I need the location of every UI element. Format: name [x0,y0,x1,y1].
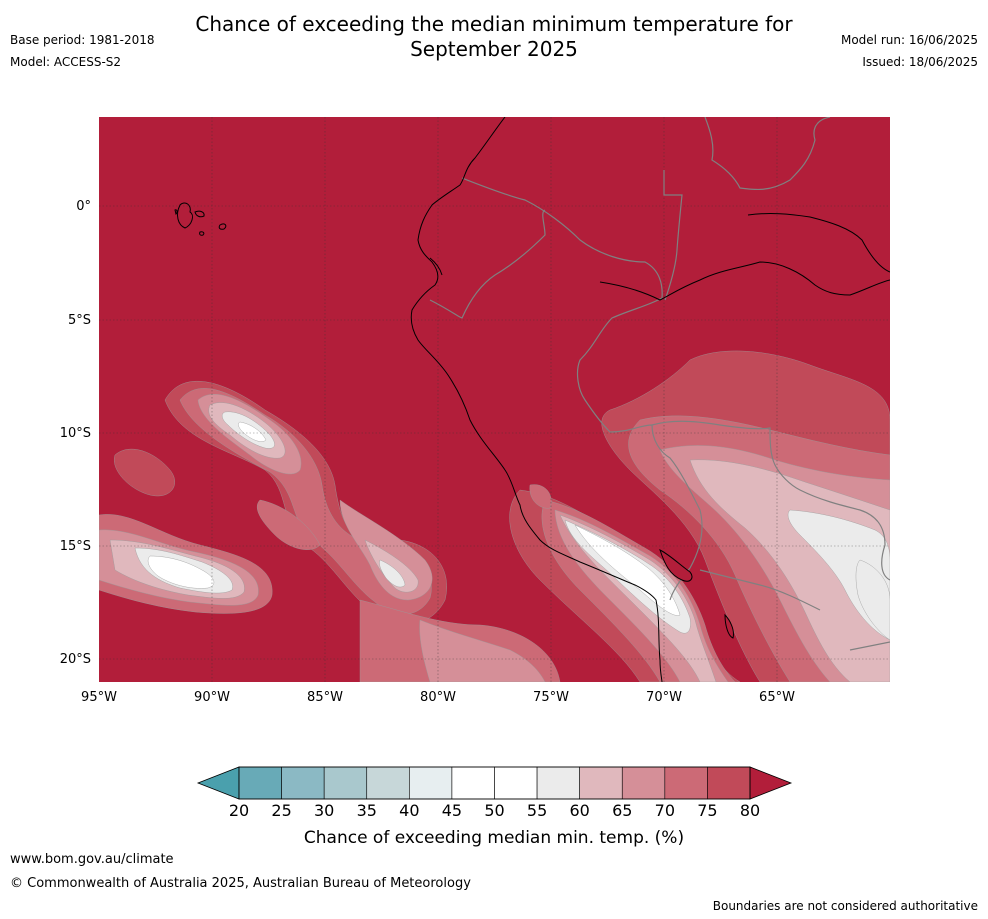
colorbar-tick-label: 50 [484,801,504,820]
anomaly-region-east-inland [601,350,890,682]
meta-right: Model run: 16/06/2025 Issued: 18/06/2025 [841,29,978,73]
lon-label-85w: 85°W [307,690,343,705]
lon-label-65w: 65°W [759,690,795,705]
colorbar-under-arrow [196,766,240,800]
anomaly-region-west-ridge [164,381,447,625]
colorbar-cell [664,766,708,800]
lat-label-0: 0° [76,199,91,214]
colorbar-cell [621,766,666,800]
lon-label-70w: 70°W [646,690,682,705]
colorbar: 20 25 30 35 40 45 50 55 60 65 70 75 80 Chance of exc… [196,766,793,848]
base-period-text: Base period: 1981-2018 [10,33,155,47]
lat-label-15s: 15°S [60,539,91,554]
colorbar-tick-label: 60 [569,801,589,820]
lon-label-80w: 80°W [420,690,456,705]
colorbar-tick-labels: 20 25 30 35 40 45 50 55 60 65 70 75 80 [229,801,760,820]
latitude-labels: 0° 5°S 10°S 15°S 20°S [60,199,91,667]
meta-left: Base period: 1981-2018 Model: ACCESS-S2 [10,29,155,73]
lon-label-75w: 75°W [533,690,569,705]
copyright-text: © Commonwealth of Australia 2025, Austra… [10,876,471,891]
galapagos-islands [174,202,227,236]
colorbar-tick-label: 25 [271,801,291,820]
colorbar-tick-label: 45 [442,801,462,820]
colorbar-cell [451,766,495,800]
colorbar-tick-label: 30 [314,801,334,820]
colorbar-cell [536,766,580,800]
colorbar-tick-label: 65 [612,801,632,820]
colorbar-cell [409,766,453,800]
colorbar-cell [494,766,538,800]
colorbar-over-arrow [749,766,793,800]
colorbar-cell [579,766,623,800]
colorbar-label: Chance of exceeding median min. temp. (%… [304,828,684,848]
colorbar-outline [238,766,751,800]
disclaimer-text: Boundaries are not considered authoritat… [712,899,978,913]
anomaly-region-far-west [99,448,321,614]
colorbar-cell [323,766,368,800]
colorbar-tick-label: 75 [697,801,717,820]
colorbar-tick-label: 55 [527,801,547,820]
model-run-text: Model run: 16/06/2025 [840,33,978,47]
lake-titicaca [659,549,734,639]
colorbar-tick-label: 70 [655,801,675,820]
colorbar-cell [281,766,325,800]
colorbar-cell [707,766,751,800]
colorbar-tick-label: 35 [357,801,377,820]
website-text: www.bom.gov.au/climate [10,852,174,867]
country-borders [429,117,890,651]
lat-label-5s: 5°S [68,313,91,328]
map-area [99,117,890,682]
anomaly-region-south-coast [359,484,741,682]
lat-label-20s: 20°S [60,652,91,667]
chart-title: Chance of exceeding the median minimum t… [195,12,793,61]
longitude-labels: 95°W 90°W 85°W 80°W 75°W 70°W 65°W [81,690,795,705]
coastline [410,117,890,682]
lon-label-90w: 90°W [194,690,230,705]
lon-label-95w: 95°W [81,690,117,705]
issued-text: Issued: 18/06/2025 [862,55,978,69]
colorbar-cell [238,766,282,800]
colorbar-cell [366,766,410,800]
colorbar-tick-label: 40 [399,801,419,820]
colorbar-tick-label: 20 [229,801,249,820]
colorbar-cells [238,766,751,800]
colorbar-tick-label: 80 [740,801,760,820]
model-text: Model: ACCESS-S2 [10,55,122,69]
lat-label-10s: 10°S [60,426,91,441]
graticule [99,117,890,682]
